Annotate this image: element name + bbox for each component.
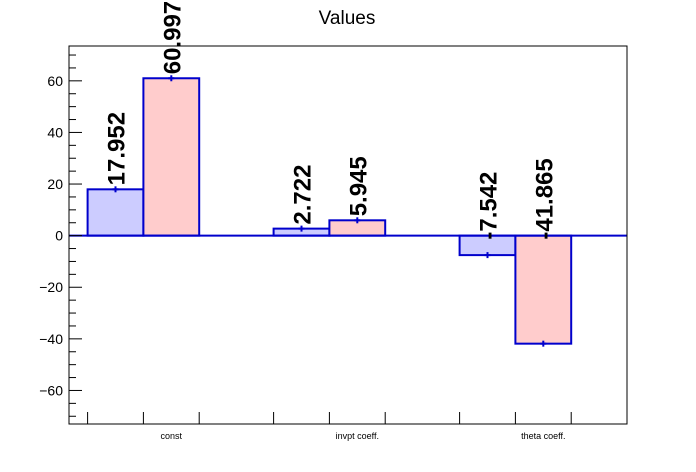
y-tick-label: 40: [47, 124, 63, 140]
y-tick-label: −20: [39, 279, 63, 295]
chart-title: Values: [319, 8, 376, 29]
y-tick-label: 20: [47, 176, 63, 192]
bar-series-2-2: [514, 234, 573, 345]
data-labels-layer: 17.952 2.722 -7.542 60.997 5.945 -41.865: [104, 1, 559, 240]
x-category-label: theta coeff.: [521, 431, 565, 441]
y-axis: −60 −40 −20 0 20 40 60: [39, 54, 82, 417]
x-axis: const invpt coeff. theta coeff.: [87, 412, 572, 441]
data-label-series-2-1: 5.945: [345, 156, 372, 216]
plot-frame: [68, 45, 628, 425]
x-category-label: const: [161, 431, 183, 441]
bars-layer: [86, 75, 573, 347]
data-label-series-1-2: -7.542: [476, 172, 503, 240]
bar-series-2-0: [142, 77, 201, 237]
y-tick-label: −60: [39, 382, 63, 398]
y-tick-label: 60: [47, 73, 63, 89]
data-label-series-2-0: 60.997: [159, 1, 186, 74]
data-label-series-1-0: 17.952: [104, 112, 131, 185]
data-label-series-2-2: -41.865: [531, 158, 558, 239]
data-label-series-1-1: 2.722: [290, 165, 317, 225]
y-tick-label: −40: [39, 331, 63, 347]
bar-series-1-0: [86, 188, 145, 237]
y-tick-label: 0: [55, 228, 63, 244]
x-category-label: invpt coeff.: [336, 431, 379, 441]
